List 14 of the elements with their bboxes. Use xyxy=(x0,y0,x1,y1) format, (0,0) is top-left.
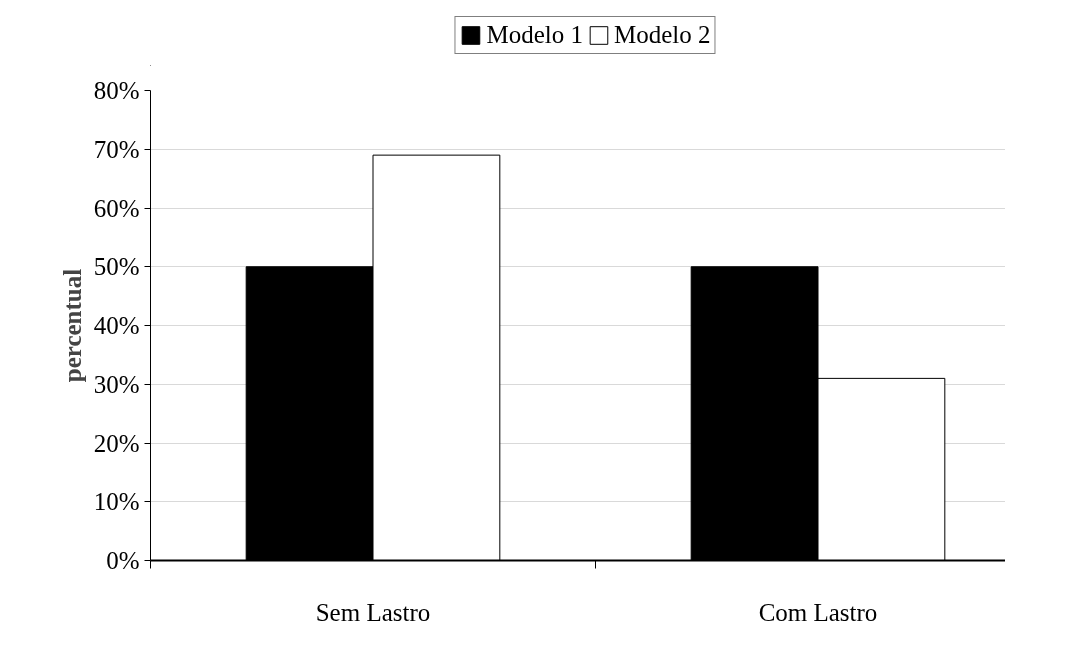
y-tick-label: 0% xyxy=(106,547,140,574)
y-tick-label: 70% xyxy=(93,135,140,163)
y-axis-title: percentual xyxy=(58,268,86,383)
y-tick-label: 60% xyxy=(93,194,140,222)
y-tick-label: 30% xyxy=(93,370,140,398)
y-tick-label: 80% xyxy=(93,77,140,104)
y-tick-label: 10% xyxy=(93,488,140,516)
y-tick-label: 50% xyxy=(93,253,140,281)
y-tick-label: 20% xyxy=(93,429,140,457)
legend-label: Modelo 2 xyxy=(614,21,711,49)
y-tick-label: 40% xyxy=(93,312,140,339)
x-tick-label: Com Lastro xyxy=(758,598,878,626)
x-tick-label: Sem Lastro xyxy=(315,598,431,626)
legend-label: Modelo 1 xyxy=(486,21,583,49)
